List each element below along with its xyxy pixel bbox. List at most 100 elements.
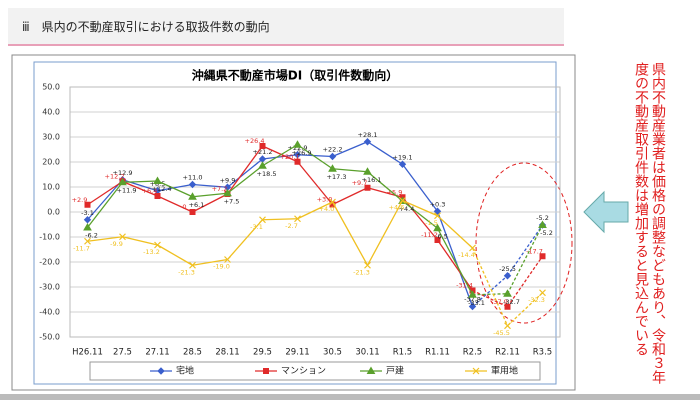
data-label: -21.3 (178, 268, 195, 276)
marker (188, 192, 197, 200)
data-label: +7.5 (224, 197, 240, 205)
x-tick-label: 29.5 (253, 348, 272, 358)
y-tick-label: 50.0 (42, 83, 60, 92)
series-line (227, 158, 263, 188)
header-title: ⅲ 県内の不動産取引における取扱件数の動向 (8, 8, 564, 46)
series-line (472, 289, 508, 308)
data-label: +11.9 (117, 186, 137, 194)
y-tick-label: -50.0 (39, 333, 60, 342)
data-label: +21.2 (253, 148, 273, 156)
data-label: -37.9 (491, 298, 508, 306)
series-line (331, 201, 369, 266)
marker (504, 303, 511, 310)
y-tick-label: 10.0 (42, 183, 60, 192)
legend-label: 戸建 (386, 365, 404, 377)
y-tick-label: 20.0 (42, 158, 60, 167)
series-line (436, 227, 474, 296)
data-label: -3.1 (81, 209, 94, 217)
series-line (402, 200, 438, 229)
data-label: +18.5 (257, 170, 277, 178)
data-label: +9.9 (220, 176, 236, 184)
marker (363, 167, 372, 175)
marker (259, 216, 266, 224)
legend-marker (366, 366, 376, 374)
series-line (157, 183, 193, 192)
marker (119, 233, 126, 241)
data-label: -2.7 (285, 222, 298, 230)
data-label: -11.2 (421, 231, 438, 239)
marker (468, 302, 477, 311)
data-label: +26.4 (245, 137, 265, 145)
chart-frame (33, 61, 557, 385)
series-line (402, 199, 438, 217)
x-tick-label: 27.5 (113, 348, 132, 358)
marker (84, 201, 91, 208)
data-label: -17.7 (526, 247, 543, 255)
marker (503, 289, 512, 297)
marker (398, 160, 407, 168)
marker (539, 289, 546, 297)
series-line (471, 247, 509, 327)
data-label: -25.5 (499, 265, 516, 273)
data-label: +9.7 (352, 179, 368, 187)
series-line (262, 144, 298, 167)
series-line (506, 224, 544, 295)
series-line (157, 180, 193, 198)
marker (258, 161, 267, 169)
series-line (401, 196, 439, 241)
data-label: -37.8 (464, 296, 481, 304)
data-label: +28.1 (358, 131, 378, 139)
marker (223, 188, 232, 197)
marker (154, 241, 161, 249)
marker (154, 193, 161, 199)
data-label: +4.6 (389, 204, 405, 212)
series-line (297, 201, 333, 220)
data-label: -6.2 (85, 232, 98, 240)
series-line (332, 141, 368, 158)
series-line (157, 195, 193, 213)
series-line (366, 200, 404, 266)
marker (328, 164, 337, 172)
marker (434, 212, 441, 220)
marker (189, 261, 196, 269)
marker (84, 237, 91, 245)
data-label: +26.9 (292, 149, 312, 157)
series-line (87, 180, 123, 206)
y-tick-label: 30.0 (42, 133, 60, 142)
series-line (332, 187, 368, 206)
x-tick-label: R1.11 (425, 348, 450, 358)
marker (468, 290, 477, 298)
x-tick-label: 28.11 (215, 348, 239, 358)
y-tick-label: -20.0 (39, 258, 60, 267)
data-label: -32.3 (528, 296, 545, 304)
data-label: +20.1 (280, 153, 300, 161)
series-line (507, 292, 543, 327)
data-label: +6.4 (142, 187, 158, 195)
marker (83, 216, 92, 224)
marker (539, 253, 546, 260)
x-tick-label: R1.5 (393, 348, 412, 358)
legend-label: 宅地 (176, 365, 194, 377)
marker (293, 140, 302, 148)
footer-bar (0, 394, 700, 400)
data-label: +12.2 (105, 173, 125, 181)
series-line (472, 275, 508, 307)
series-line (122, 180, 158, 183)
series-line (262, 145, 298, 163)
x-tick-label: H26.11 (72, 348, 103, 358)
marker (294, 215, 301, 223)
legend-marker (157, 367, 165, 375)
series-line (437, 215, 473, 249)
series-line (262, 154, 298, 160)
data-label: +17.3 (327, 173, 347, 181)
series-line (506, 224, 544, 277)
data-label: -32.7 (503, 298, 520, 306)
marker (329, 198, 336, 206)
series-line (87, 236, 123, 242)
data-label: -13.2 (143, 248, 160, 256)
series-line (297, 154, 333, 158)
data-label: +2.9 (72, 196, 88, 204)
marker (503, 272, 512, 280)
series-line (192, 192, 228, 198)
data-label: -3.1 (250, 223, 263, 231)
